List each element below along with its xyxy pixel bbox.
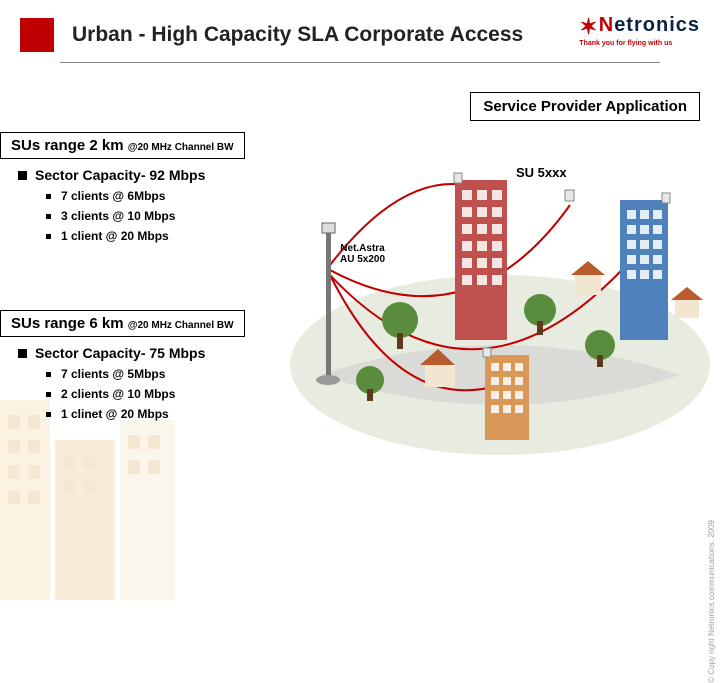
- range-block-2km: SUs range 2 km @20 MHz Channel BW Sector…: [0, 132, 245, 249]
- antenna-label: Net.Astra AU 5x200: [340, 243, 385, 265]
- sector-text: Sector Capacity- 92 Mbps: [35, 167, 205, 183]
- building-red-icon: [454, 173, 507, 340]
- range-block-6km: SUs range 6 km @20 MHz Channel BW Sector…: [0, 310, 245, 427]
- logo-tagline: Thank you for flying with us: [579, 40, 700, 47]
- network-diagram: Net.Astra AU 5x200 SU 5xxx: [280, 135, 710, 455]
- copyright: © Copy right Netronics communications. 2…: [707, 520, 716, 683]
- building-orange-icon: [483, 348, 529, 440]
- list-item: 7 clients @ 6Mbps: [46, 189, 245, 203]
- sector-capacity: Sector Capacity- 92 Mbps: [18, 167, 245, 183]
- list-item: 1 clinet @ 20 Mbps: [46, 407, 245, 421]
- list-item: 1 client @ 20 Mbps: [46, 229, 245, 243]
- diagram-svg: [280, 135, 710, 455]
- list-item: 7 clients @ 5Mbps: [46, 367, 245, 381]
- square-bullet-icon: [18, 171, 27, 180]
- su-label: SU 5xxx: [516, 165, 567, 180]
- title-square-icon: [20, 18, 54, 52]
- client-list: 7 clients @ 5Mbps 2 clients @ 10 Mbps 1 …: [46, 367, 245, 421]
- slide-root: Urban - High Capacity SLA Corporate Acce…: [0, 0, 720, 540]
- list-item: 3 clients @ 10 Mbps: [46, 209, 245, 223]
- range-title: SUs range 6 km @20 MHz Channel BW: [0, 310, 245, 337]
- building-blue-icon: [620, 193, 670, 340]
- dot-bullet-icon: [46, 412, 51, 417]
- sector-text: Sector Capacity- 75 Mbps: [35, 345, 205, 361]
- list-item: 2 clients @ 10 Mbps: [46, 387, 245, 401]
- sector-capacity: Sector Capacity- 75 Mbps: [18, 345, 245, 361]
- service-label: Service Provider Application: [470, 92, 700, 121]
- logo-text: ✶Netronics: [579, 14, 700, 40]
- su-antenna-icon: [565, 190, 574, 201]
- dot-bullet-icon: [46, 194, 51, 199]
- client-list: 7 clients @ 6Mbps 3 clients @ 10 Mbps 1 …: [46, 189, 245, 243]
- divider: [60, 62, 660, 63]
- range-title: SUs range 2 km @20 MHz Channel BW: [0, 132, 245, 159]
- dot-bullet-icon: [46, 372, 51, 377]
- logo: ✶Netronics Thank you for flying with us: [579, 14, 700, 47]
- square-bullet-icon: [18, 349, 27, 358]
- dot-bullet-icon: [46, 392, 51, 397]
- page-title: Urban - High Capacity SLA Corporate Acce…: [72, 23, 523, 47]
- dot-bullet-icon: [46, 234, 51, 239]
- dot-bullet-icon: [46, 214, 51, 219]
